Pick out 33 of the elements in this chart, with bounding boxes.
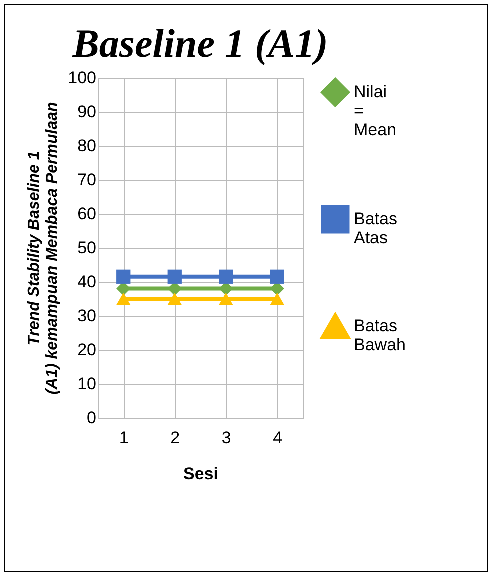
point — [219, 282, 234, 296]
y-tick-label: 20 — [78, 340, 96, 360]
y-axis-title: Trend Stability Baseline 1 (A1) kemampuan Membaca Permulaan — [26, 102, 62, 395]
x-tick-label: 1 — [119, 428, 129, 448]
y-tick-label: 80 — [78, 136, 96, 156]
y-tick-label: 90 — [78, 102, 96, 122]
legend-label: Nilai = Mean — [354, 82, 397, 140]
point — [270, 292, 284, 306]
x-tick-label: 4 — [273, 428, 283, 448]
y-tick-label: 10 — [78, 374, 96, 394]
y-tick-label: 30 — [78, 306, 96, 326]
point — [168, 282, 182, 296]
legend-label: Batas Atas — [354, 210, 398, 248]
point — [270, 270, 284, 284]
point — [116, 292, 131, 306]
x-tick-label: 2 — [170, 428, 180, 448]
y-tick-label: 70 — [78, 170, 96, 190]
x-axis-title: Sesi — [184, 464, 218, 484]
chart-title: Baseline 1 (A1) — [72, 21, 328, 66]
y-tick-label: 60 — [78, 204, 96, 224]
y-tick-label: 40 — [78, 272, 96, 292]
point — [116, 282, 131, 296]
point — [168, 270, 182, 284]
point — [116, 270, 131, 284]
x-tick-label: 3 — [222, 428, 232, 448]
point — [219, 292, 234, 306]
y-tick-label: 50 — [78, 238, 96, 258]
y-tick-label: 0 — [87, 408, 96, 428]
point — [270, 282, 284, 296]
y-tick-label: 100 — [68, 68, 96, 88]
point — [219, 270, 234, 284]
legend-label: Batas Bawah — [354, 316, 406, 354]
point — [168, 292, 182, 306]
